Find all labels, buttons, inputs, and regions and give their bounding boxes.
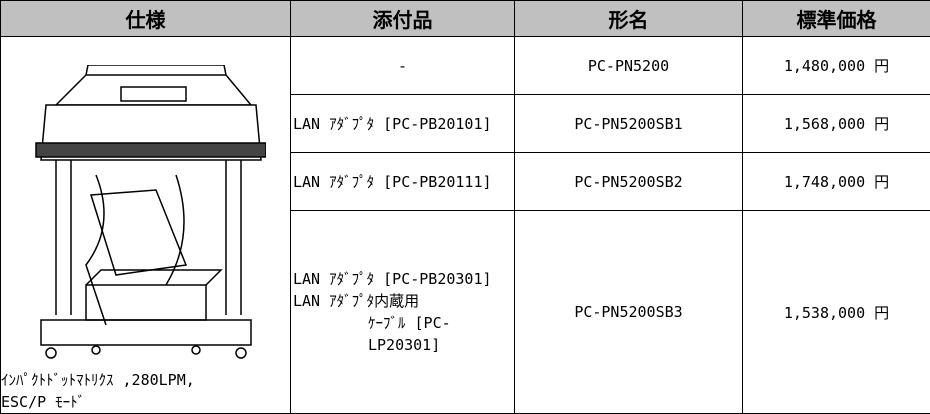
cell-line: ｹｰﾌﾞﾙ [PC-LP20301] xyxy=(368,314,451,354)
header-cell: 形名 xyxy=(514,0,743,37)
cell-line: LAN ｱﾀﾞﾌﾟﾀ内蔵用 xyxy=(293,292,420,310)
cell: PC-PN5200SB2 xyxy=(514,152,743,211)
cell: LAN ｱﾀﾞﾌﾟﾀ [PC-PB20111] xyxy=(290,152,515,211)
spec-text: ｲﾝﾊﾟｸﾄﾄﾞｯﾄﾏﾄﾘｸｽ ,280LPM, xyxy=(1,371,195,389)
header-cell: 標準価格 xyxy=(742,0,930,37)
cell: - xyxy=(290,36,515,95)
row: LAN ｱﾀﾞﾌﾟﾀ [PC-PB20301] LAN ｱﾀﾞﾌﾟﾀ内蔵用 ｹｰ… xyxy=(1,210,930,414)
header-cell: 添付品 xyxy=(290,0,515,37)
cell: 1,480,000 円 xyxy=(742,36,930,95)
header-cell: 仕様 xyxy=(0,0,291,37)
cell: 1,748,000 円 xyxy=(742,152,930,211)
printer-illustration xyxy=(34,65,266,359)
row: ｲﾝﾊﾟｸﾄﾄﾞｯﾄﾏﾄﾘｸｽ ,280LPM, ESC/P ﾓｰﾄﾞ - PC… xyxy=(0,36,930,414)
cell: LAN ｱﾀﾞﾌﾟﾀ [PC-PB20101] xyxy=(290,94,515,153)
header-row: 仕様 添付品 形名 標準価格 xyxy=(0,0,930,37)
spec-text: ESC/P ﾓｰﾄﾞ xyxy=(1,393,86,411)
cell: 1,538,000 円 xyxy=(742,210,930,414)
spec-cell: ｲﾝﾊﾟｸﾄﾄﾞｯﾄﾏﾄﾘｸｽ ,280LPM, ESC/P ﾓｰﾄﾞ xyxy=(0,36,291,414)
cell: LAN ｱﾀﾞﾌﾟﾀ [PC-PB20301] LAN ｱﾀﾞﾌﾟﾀ内蔵用 ｹｰ… xyxy=(290,210,515,414)
row: LAN ｱﾀﾞﾌﾟﾀ [PC-PB20111] PC-PN5200SB2 1,7… xyxy=(1,152,930,211)
cell: PC-PN5200SB3 xyxy=(514,210,743,414)
cell: PC-PN5200SB1 xyxy=(514,94,743,153)
cell: 1,568,000 円 xyxy=(742,94,930,153)
cell: PC-PN5200 xyxy=(514,36,743,95)
cell-line: LAN ｱﾀﾞﾌﾟﾀ [PC-PB20301] xyxy=(293,270,492,288)
